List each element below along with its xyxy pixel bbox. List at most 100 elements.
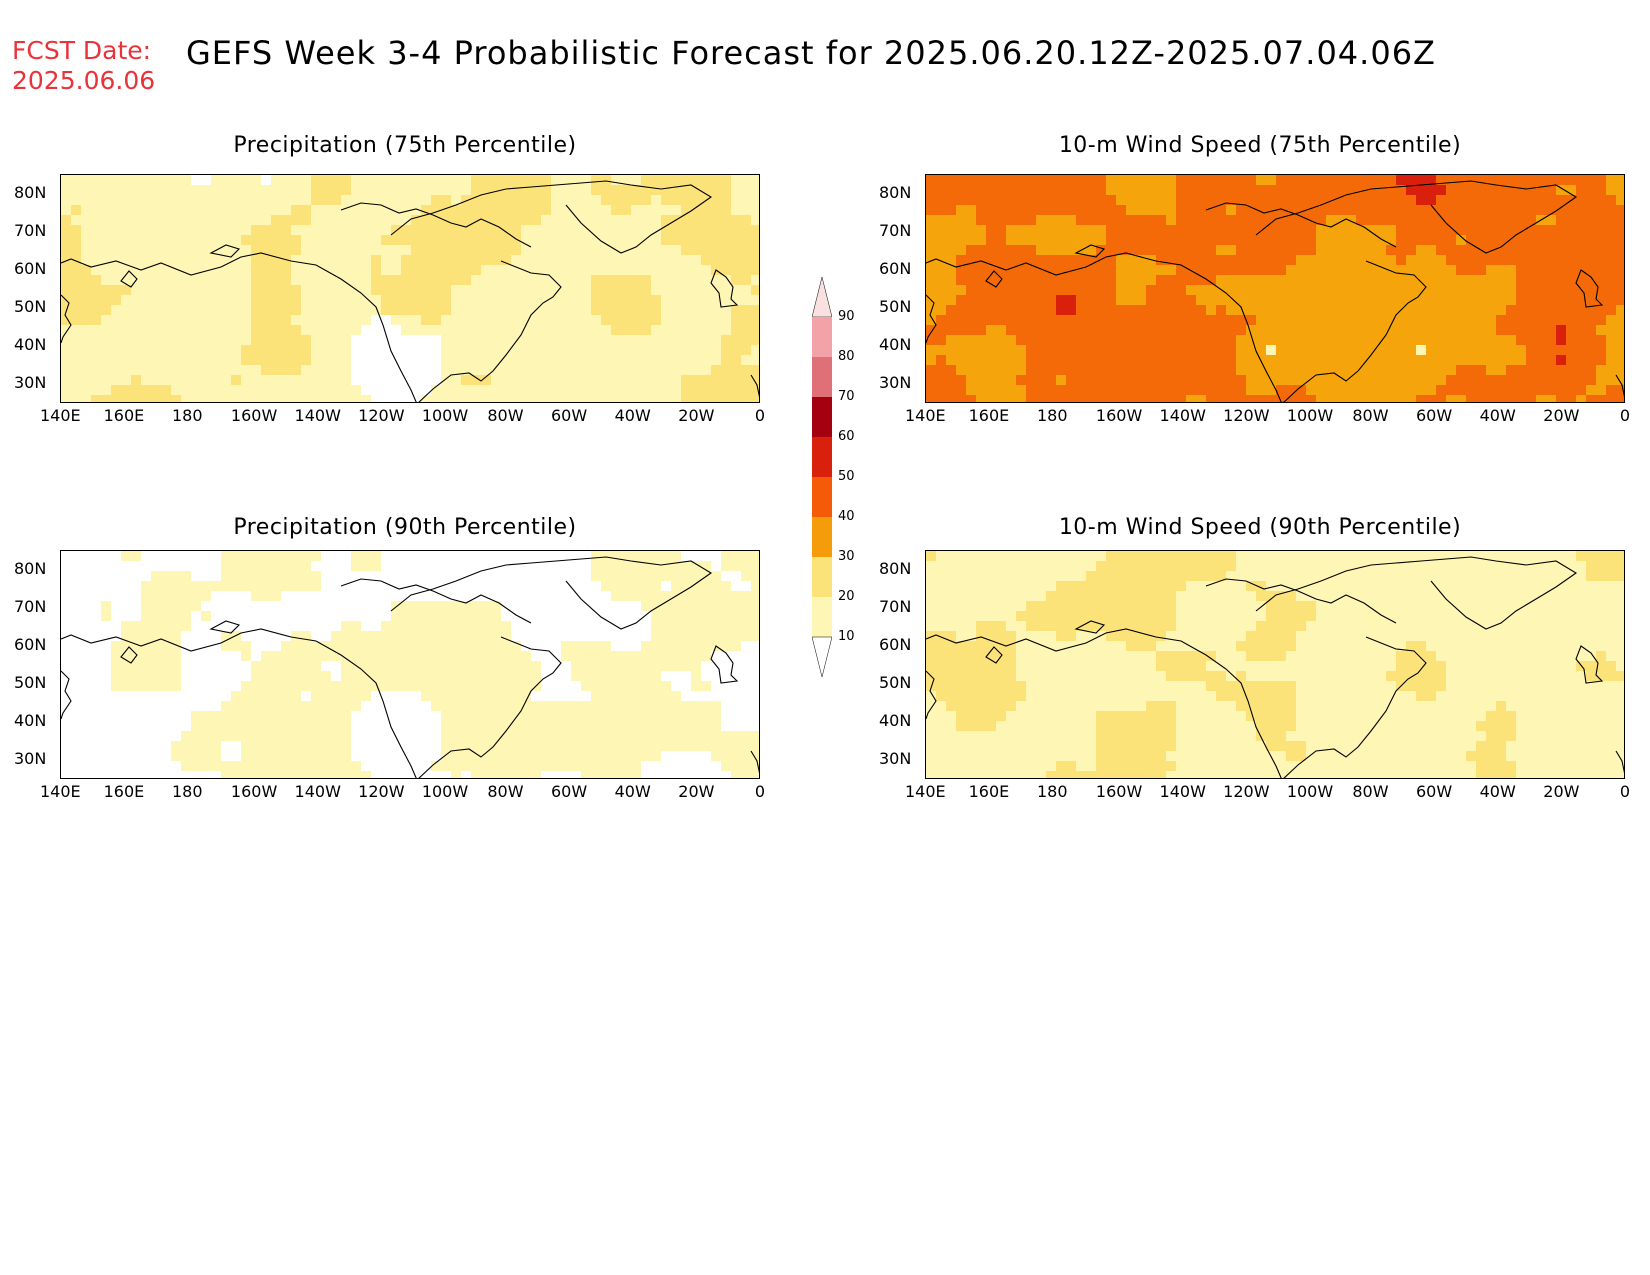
field-cell [721,731,732,742]
field-cell [721,741,732,752]
field-cell [591,621,602,632]
field-cell [936,395,947,402]
field-cell [431,275,442,286]
field-cell [1426,305,1437,316]
field-cell [161,771,172,778]
field-cell [201,721,212,732]
field-cell [91,185,102,196]
field-cell [161,661,172,672]
field-cell [1036,225,1047,236]
field-cell [461,661,472,672]
field-cell [1526,285,1537,296]
field-cell [1376,275,1387,286]
field-cell [751,355,759,366]
field-cell [241,255,252,266]
field-cell [451,711,462,722]
field-cell [511,711,522,722]
field-cell [111,741,122,752]
field-cell [1436,265,1447,276]
field-cell [601,265,612,276]
field-cell [1186,235,1197,246]
field-cell [441,571,452,582]
field-cell [281,245,292,256]
field-cell [511,691,522,702]
field-cell [1356,395,1367,402]
field-cell [721,195,732,206]
field-cell [101,601,112,612]
field-cell [631,235,642,246]
field-cell [391,751,402,762]
field-cell [1406,205,1417,216]
field-cell [1286,325,1297,336]
field-cell [401,245,412,256]
field-cell [171,701,182,712]
field-cell [341,581,352,592]
field-cell [641,601,652,612]
field-cell [71,205,82,216]
field-cell [1346,175,1357,186]
field-cell [241,641,252,652]
field-cell [121,611,132,622]
field-cell [461,681,472,692]
field-cell [996,245,1007,256]
field-cell [711,195,722,206]
field-cell [1346,205,1357,216]
field-cell [1096,175,1107,186]
field-cell [561,771,572,778]
field-cell [721,751,732,762]
field-cell [101,591,112,602]
field-cell [351,671,362,682]
field-cell [61,385,72,396]
field-cell [1386,395,1397,402]
field-cell [521,581,532,592]
field-cell [541,591,552,602]
field-cell [391,671,402,682]
field-cell [1326,225,1337,236]
field-cell [491,365,502,376]
field-cell [1036,215,1047,226]
field-cell [391,355,402,366]
field-cell [691,661,702,672]
field-cell [751,561,759,572]
coastline [985,270,1003,288]
field-cell [571,195,582,206]
field-cell [1466,225,1477,236]
field-cell [481,355,492,366]
field-cell [631,385,642,396]
field-cell [1616,245,1624,256]
field-cell [1546,265,1557,276]
field-cell [641,375,652,386]
field-cell [1246,385,1257,396]
field-cell [1606,235,1617,246]
field-cell [1086,325,1097,336]
field-cell [441,621,452,632]
field-cell [241,651,252,662]
field-cell [1476,365,1487,376]
field-cell [581,315,592,326]
field-cell [1556,195,1567,206]
field-cell [1256,551,1267,562]
field-cell [1376,335,1387,346]
field-cell [1086,345,1097,356]
field-cell [1096,365,1107,376]
field-cell [721,275,732,286]
field-cell [731,195,742,206]
field-cell [221,365,232,376]
field-cell [521,721,532,732]
field-cell [201,601,212,612]
field-cell [91,305,102,316]
field-cell [531,295,542,306]
field-cell [81,631,92,642]
field-cell [271,245,282,256]
field-cell [301,325,312,336]
field-cell [391,195,402,206]
field-cell [651,741,662,752]
field-cell [1186,561,1197,572]
field-cell [1526,395,1537,402]
field-cell [601,571,612,582]
field-cell [671,185,682,196]
field-cell [451,385,462,396]
field-cell [471,325,482,336]
field-cell [241,631,252,642]
field-cell [151,215,162,226]
